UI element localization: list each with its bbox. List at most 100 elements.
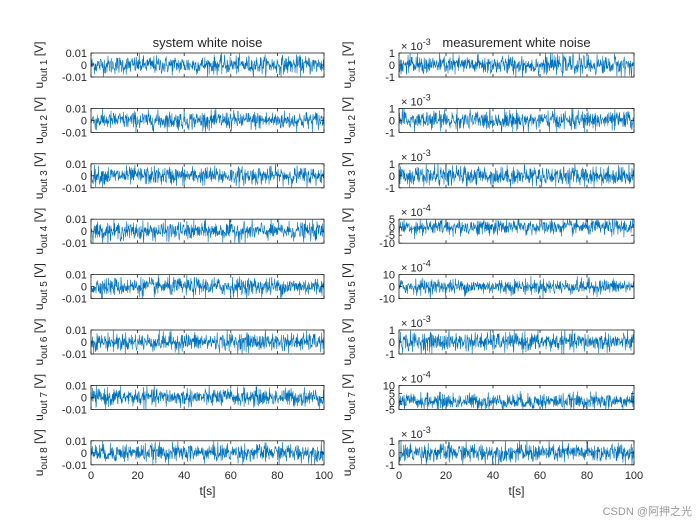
y-tick-label: 0 xyxy=(81,226,87,238)
y-tick-label: -0.01 xyxy=(62,238,87,250)
y-tick-label: -1 xyxy=(385,183,395,195)
y-tick-label: -1 xyxy=(385,127,395,139)
noise-series-line xyxy=(398,440,635,465)
y-exponent-label: × 10-3 xyxy=(401,37,431,53)
noise-series-line xyxy=(398,163,635,188)
y-axis-label: uout 7 [V] xyxy=(32,374,50,421)
x-tick-label: 60 xyxy=(534,470,546,482)
y-axis-label: uout 3 [V] xyxy=(340,152,358,199)
y-tick-label: 0 xyxy=(389,60,395,72)
y-tick-label: -10 xyxy=(379,238,395,250)
y-tick-label: 0 xyxy=(81,392,87,404)
y-axis-label: uout 5 [V] xyxy=(340,263,358,310)
y-tick-label: 0 xyxy=(81,337,87,349)
y-axis-label: uout 5 [V] xyxy=(32,263,50,310)
watermark: CSDN @阿押之光 xyxy=(602,506,692,518)
y-tick-label: 0 xyxy=(81,115,87,127)
y-tick-label: -0.01 xyxy=(62,127,87,139)
noise-series-line xyxy=(90,219,325,244)
y-exponent-label: × 10-3 xyxy=(401,148,431,164)
y-axis-label: uout 6 [V] xyxy=(32,319,50,366)
y-tick-label: 0 xyxy=(81,171,87,183)
y-tick-label: 0 xyxy=(389,448,395,460)
y-exponent-label: × 10-4 xyxy=(401,203,431,219)
y-tick-label: -1 xyxy=(385,460,395,472)
y-tick-label: 5 xyxy=(389,214,395,226)
x-axis-label: t[s] xyxy=(508,484,524,498)
y-tick-label: 0.01 xyxy=(66,436,87,448)
noise-series-line xyxy=(398,275,635,299)
noise-series-line xyxy=(90,440,325,465)
y-tick-label: -5 xyxy=(385,404,395,416)
panel-measurement-2: -101 × 10-3 uout 2 [V] xyxy=(340,92,635,144)
y-axis-label: uout 1 [V] xyxy=(32,42,50,89)
x-tick-label: 40 xyxy=(487,470,499,482)
y-tick-label: 0.01 xyxy=(66,380,87,392)
y-axis-label: uout 2 [V] xyxy=(32,97,50,144)
noise-series-line xyxy=(398,108,635,133)
y-tick-label: 1 xyxy=(389,436,395,448)
noise-series-line xyxy=(90,108,325,133)
y-tick-label: 1 xyxy=(389,48,395,60)
y-axis-label: uout 8 [V] xyxy=(32,429,50,476)
x-tick-label: 100 xyxy=(625,470,643,482)
panel-measurement-3: -101 × 10-3 uout 3 [V] xyxy=(340,148,635,199)
x-tick-label: 20 xyxy=(440,470,452,482)
x-tick-label: 80 xyxy=(271,470,283,482)
axes-box xyxy=(398,218,635,244)
y-tick-label: -1 xyxy=(385,349,395,361)
noise-series-line xyxy=(398,52,635,78)
x-axis-label: t[s] xyxy=(199,484,215,498)
x-tick-label: 100 xyxy=(315,470,333,482)
y-axis-label: uout 1 [V] xyxy=(340,42,358,89)
y-tick-label: -0.01 xyxy=(62,183,87,195)
y-tick-label: 0.01 xyxy=(66,103,87,115)
y-tick-label: 0.01 xyxy=(66,214,87,226)
x-tick-label: 0 xyxy=(396,470,402,482)
y-tick-label: 0 xyxy=(389,282,395,294)
x-tick-label: 80 xyxy=(581,470,593,482)
noise-series-line xyxy=(90,163,325,188)
noise-series-line xyxy=(398,218,635,239)
y-axis-label: uout 7 [V] xyxy=(340,374,358,421)
y-tick-label: 0 xyxy=(389,222,395,234)
y-tick-label: -0.01 xyxy=(62,294,87,306)
y-tick-label: 10 xyxy=(383,270,395,282)
axes-box xyxy=(398,384,635,410)
y-tick-label: -10 xyxy=(379,294,395,306)
y-tick-label: -5 xyxy=(385,230,395,242)
y-axis-label: uout 4 [V] xyxy=(32,208,50,255)
x-tick-label: 40 xyxy=(178,470,190,482)
y-tick-label: 10 xyxy=(383,380,395,392)
y-tick-label: 1 xyxy=(389,325,395,337)
y-exponent-label: × 10-4 xyxy=(401,259,431,275)
panel-measurement-6: -101 × 10-3 uout 6 [V] xyxy=(340,314,635,365)
y-tick-label: 0 xyxy=(389,396,395,408)
noise-series-line xyxy=(90,329,325,355)
y-tick-label: 0 xyxy=(389,115,395,127)
y-tick-label: -0.01 xyxy=(62,404,87,416)
noise-series-line xyxy=(398,329,635,355)
y-tick-label: -0.01 xyxy=(62,460,87,472)
y-axis-label: uout 3 [V] xyxy=(32,152,50,199)
title-system-white-noise: system white noise xyxy=(153,35,263,50)
noise-series-line xyxy=(90,385,325,410)
x-tick-label: 0 xyxy=(88,470,94,482)
x-tick-label: 60 xyxy=(225,470,237,482)
x-tick-label: 20 xyxy=(131,470,143,482)
y-tick-label: 5 xyxy=(389,388,395,400)
y-exponent-label: × 10-3 xyxy=(401,425,431,441)
y-tick-label: 0.01 xyxy=(66,159,87,171)
y-tick-label: 0 xyxy=(389,337,395,349)
noise-series-line xyxy=(90,274,325,299)
